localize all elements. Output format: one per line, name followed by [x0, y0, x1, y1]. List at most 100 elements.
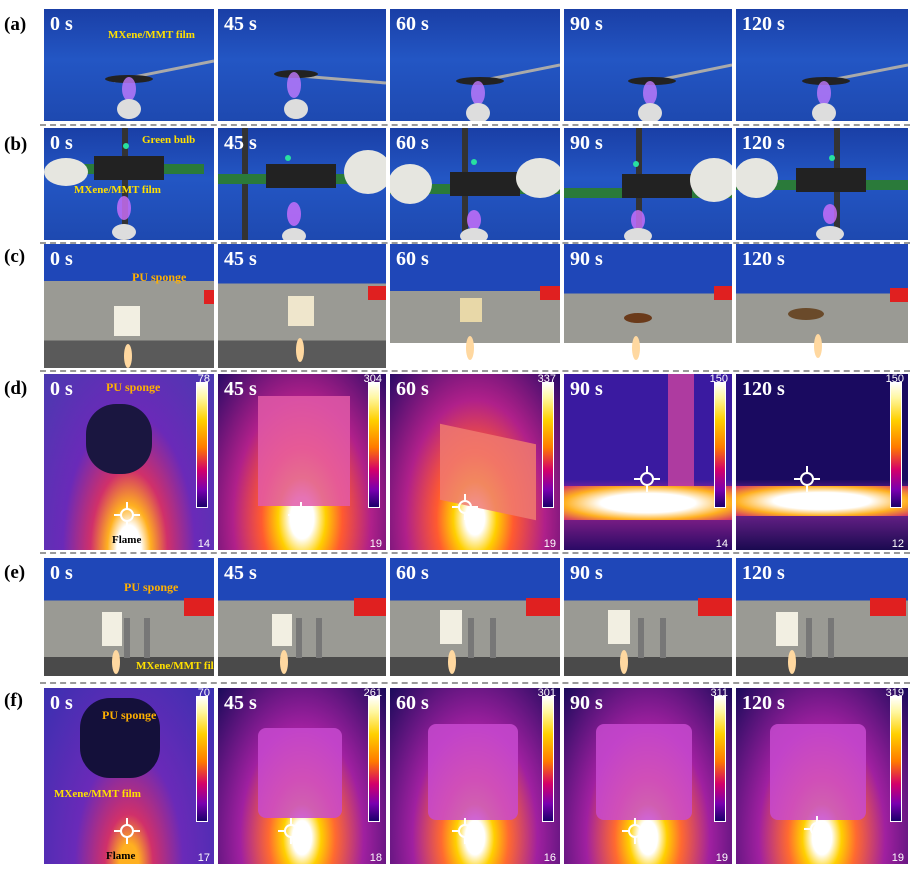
- sponge-silhouette: [258, 396, 350, 506]
- scale-min: 14: [715, 538, 728, 550]
- flame-annotation: Flame: [112, 534, 142, 546]
- time-label: 60 s: [396, 132, 429, 154]
- scale-max: 301: [537, 688, 556, 699]
- row-f: (f) 0 s PU sponge MXene/MMT film Flame 7…: [0, 686, 915, 866]
- photo-panel: 120 s: [736, 244, 908, 368]
- time-label: 60 s: [396, 562, 429, 584]
- row-label: (c): [4, 246, 26, 267]
- thermal-panel: 90 s 150 14: [564, 374, 732, 550]
- hot-plate: [736, 486, 908, 516]
- time-label: 0 s: [50, 248, 73, 270]
- thermal-panel: 60 s 337 19: [390, 374, 560, 550]
- color-scale: [714, 696, 726, 822]
- time-label: 90 s: [570, 378, 603, 400]
- scale-max: 150: [885, 374, 904, 385]
- time-label: 120 s: [742, 692, 785, 714]
- time-label: 120 s: [742, 13, 785, 35]
- row-label: (a): [4, 14, 27, 35]
- sponge-silhouette: [86, 404, 152, 474]
- photo-panel: 90 s: [564, 244, 732, 368]
- scale-max: 311: [710, 688, 728, 699]
- photo-scene: [624, 286, 732, 360]
- photo-panel: 120 s: [736, 9, 908, 121]
- time-label: 45 s: [224, 132, 257, 154]
- time-label: 90 s: [570, 132, 603, 154]
- thermal-panel: 45 s 304 19: [218, 374, 386, 550]
- photo-panel: 0 s MXene/MMT film: [44, 9, 214, 121]
- scale-min: 17: [197, 852, 210, 864]
- color-scale: [542, 382, 554, 508]
- photo-panel: 60 s: [390, 128, 560, 240]
- photo-panel: 90 s: [564, 558, 732, 676]
- flame-annotation: Flame: [106, 850, 136, 862]
- color-scale: [368, 696, 380, 822]
- row-separator: [40, 124, 910, 126]
- scale-min: 19: [543, 538, 556, 550]
- photo-scene: [460, 286, 560, 360]
- photo-scene: [218, 128, 386, 240]
- time-label: 60 s: [396, 378, 429, 400]
- photo-panel: 90 s: [564, 9, 732, 121]
- bulb-annotation: Green bulb: [142, 134, 196, 146]
- time-label: 45 s: [224, 692, 257, 714]
- scale-max: 337: [537, 374, 556, 385]
- photo-scene: [456, 63, 560, 121]
- crosshair-icon: [288, 502, 314, 528]
- color-scale: [196, 382, 208, 508]
- crosshair-icon: [794, 466, 820, 492]
- time-label: 45 s: [224, 562, 257, 584]
- row-separator: [40, 682, 910, 684]
- time-label: 90 s: [570, 13, 603, 35]
- time-label: 60 s: [396, 13, 429, 35]
- row-label: (d): [4, 378, 28, 399]
- photo-scene: [736, 128, 908, 240]
- time-label: 45 s: [224, 13, 257, 35]
- time-label: 45 s: [224, 248, 257, 270]
- sponge-annotation: PU sponge: [106, 380, 161, 394]
- photo-scene: [288, 286, 386, 362]
- photo-panel: 0 s PU sponge: [44, 244, 214, 368]
- crosshair-icon: [278, 818, 304, 844]
- photo-panel: 45 s: [218, 558, 386, 676]
- scale-max: 78: [197, 374, 210, 385]
- time-label: 90 s: [570, 562, 603, 584]
- scale-min: 14: [197, 538, 210, 550]
- photo-panel: 60 s: [390, 244, 560, 368]
- time-label: 120 s: [742, 378, 785, 400]
- photo-scene: [802, 63, 908, 121]
- color-scale: [890, 696, 902, 822]
- row-separator: [40, 552, 910, 554]
- sponge-silhouette: [770, 724, 866, 820]
- scale-max: 319: [885, 688, 904, 699]
- photo-scene: [608, 598, 732, 674]
- sponge-annotation: PU sponge: [102, 708, 157, 722]
- thermal-panel: 120 s 150 12: [736, 374, 908, 550]
- thermal-panel: 120 s 319 19: [736, 688, 908, 864]
- photo-scene: [44, 128, 204, 240]
- photo-panel: 60 s: [390, 9, 560, 121]
- scale-min: 19: [891, 852, 904, 864]
- photo-panel: 0 s PU sponge MXene/MMT film: [44, 558, 214, 676]
- row-label: (e): [4, 562, 26, 583]
- film-annotation: MXene/MMT film: [54, 788, 141, 800]
- sponge-annotation: PU sponge: [132, 270, 187, 284]
- photo-scene: [440, 598, 560, 674]
- hot-plume: [668, 374, 694, 486]
- crosshair-icon: [114, 818, 140, 844]
- photo-scene: [105, 59, 214, 119]
- time-label: 0 s: [50, 13, 73, 35]
- photo-panel: 45 s: [218, 9, 386, 121]
- time-label: 0 s: [50, 378, 73, 400]
- photo-panel: 45 s: [218, 128, 386, 240]
- scale-min: 12: [891, 538, 904, 550]
- photo-scene: [390, 128, 560, 240]
- time-label: 90 s: [570, 248, 603, 270]
- row-label: (b): [4, 134, 28, 155]
- photo-scene: [114, 290, 214, 368]
- thermal-panel: 0 s PU sponge MXene/MMT film Flame 70 17: [44, 688, 214, 864]
- photo-panel: 45 s: [218, 244, 386, 368]
- crosshair-icon: [804, 816, 830, 842]
- crosshair-icon: [622, 818, 648, 844]
- color-scale: [714, 382, 726, 508]
- scale-max: 304: [363, 374, 382, 385]
